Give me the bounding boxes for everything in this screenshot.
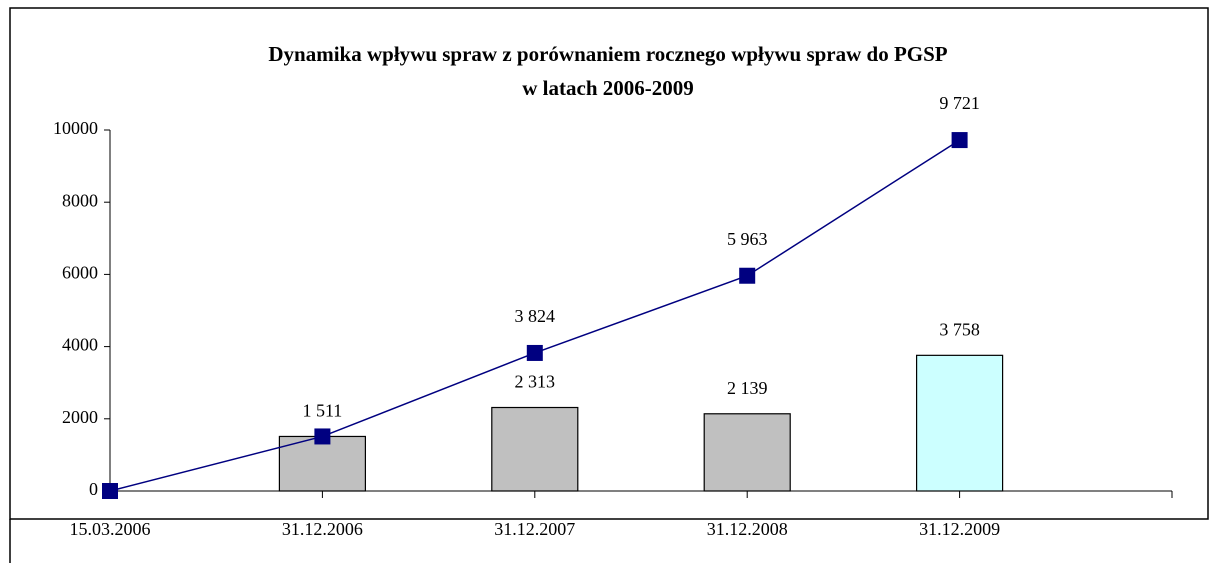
y-tick-label: 2000 xyxy=(62,407,98,427)
y-tick-label: 4000 xyxy=(62,335,98,355)
x-tick-label: 31.12.2008 xyxy=(707,519,788,539)
marker xyxy=(951,132,968,149)
chart-title: Dynamika wpływu spraw z porównaniem rocz… xyxy=(268,42,947,66)
bar xyxy=(491,406,579,492)
value-label: 9 721 xyxy=(939,93,980,113)
value-label: 5 963 xyxy=(727,229,768,249)
chart-title: w latach 2006-2009 xyxy=(522,76,694,100)
marker xyxy=(102,483,118,499)
marker xyxy=(526,344,543,361)
x-tick-label: 31.12.2009 xyxy=(919,519,1000,539)
y-tick-label: 8000 xyxy=(62,190,98,210)
x-tick-label: 31.12.2006 xyxy=(282,519,363,539)
y-tick-label: 6000 xyxy=(62,263,98,283)
value-label: 3 824 xyxy=(515,306,556,326)
bar xyxy=(915,354,1004,492)
value-label: 2 313 xyxy=(515,372,556,392)
value-label: 3 758 xyxy=(939,319,980,339)
value-label: 2 139 xyxy=(727,378,768,398)
bar xyxy=(703,413,791,492)
y-tick-label: 10000 xyxy=(53,118,98,138)
marker xyxy=(739,267,756,284)
y-tick-label: 0 xyxy=(89,479,98,499)
marker xyxy=(314,428,331,445)
chart-frame xyxy=(9,7,1209,520)
x-tick-label: 31.12.2007 xyxy=(494,519,575,539)
x-tick-label: 15.03.2006 xyxy=(70,519,151,539)
value-label: 1 511 xyxy=(302,401,342,421)
